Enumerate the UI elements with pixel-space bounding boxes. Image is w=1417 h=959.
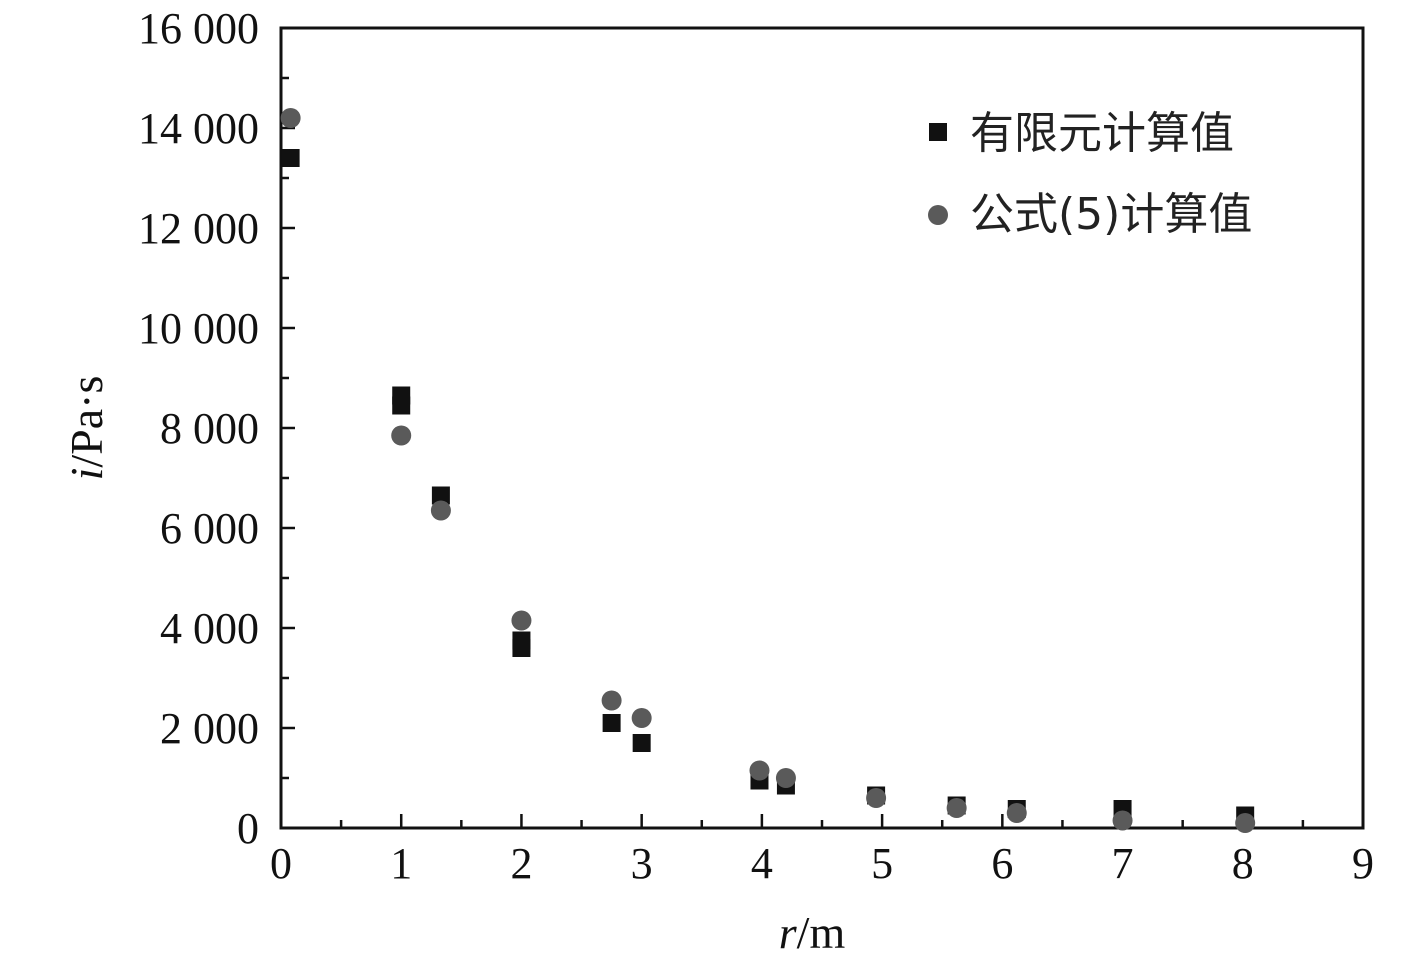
x-tick-label: 9 [1352,839,1374,888]
circle-marker [946,798,967,818]
y-tick-label: 12 000 [138,204,259,253]
x-axis-ticks [279,814,1365,828]
y-tick-label: 4 000 [160,604,259,653]
circle-marker [866,788,887,808]
y-tick-label: 16 000 [138,4,259,53]
square-marker [281,149,300,167]
circle-marker [1235,813,1256,833]
x-axis-variable: r [779,907,798,958]
data-markers [280,108,1256,833]
y-axis-title: i/Pa·s [61,376,112,481]
square-marker [431,486,450,505]
legend-label-fem: 有限元计算值 [970,108,1234,159]
legend-label-formula: 公式(5)计算值 [970,189,1252,240]
circle-marker [511,610,532,631]
x-tick-label: 2 [510,839,532,888]
legend: 有限元计算值 公式(5)计算值 [928,108,1252,240]
y-axis-ticks [281,26,295,830]
circle-marker [430,500,451,521]
circle-marker [775,768,796,788]
square-marker [392,396,411,415]
y-axis-variable: i [61,468,112,481]
y-tick-label: 0 [237,804,259,853]
legend-square-marker [929,123,947,141]
x-tick-label: 3 [631,839,653,888]
x-tick-label: 6 [991,839,1013,888]
y-tick-label: 8 000 [160,404,259,453]
x-axis-tick-labels: 0 1 2 3 4 5 6 7 8 9 [270,839,1374,888]
x-tick-label: 5 [871,839,893,888]
circle-marker [280,108,301,128]
y-tick-label: 2 000 [160,704,259,753]
y-tick-label: 10 000 [138,304,259,353]
circle-marker [631,708,652,728]
x-tick-label: 8 [1232,839,1254,888]
square-marker [512,639,531,657]
x-tick-label: 7 [1112,839,1134,888]
circle-marker [601,690,622,711]
square-marker [632,734,651,752]
y-axis-unit: /Pa·s [61,376,112,468]
x-tick-label: 1 [390,839,412,888]
y-axis-tick-labels: 0 2 000 4 000 6 000 8 000 10 000 12 000 14 000 1… [138,4,259,853]
circle-marker [1006,803,1027,823]
circle-marker [749,760,770,781]
x-tick-label: 0 [270,839,292,888]
circle-marker [1112,810,1133,831]
circle-marker [391,425,412,446]
x-tick-label: 4 [751,839,773,888]
legend-circle-marker [928,205,948,225]
x-axis-title: r/m [779,907,846,958]
y-tick-label: 6 000 [160,504,259,553]
square-marker [602,714,621,732]
x-axis-unit: /m [797,907,846,958]
y-tick-label: 14 000 [138,104,259,153]
